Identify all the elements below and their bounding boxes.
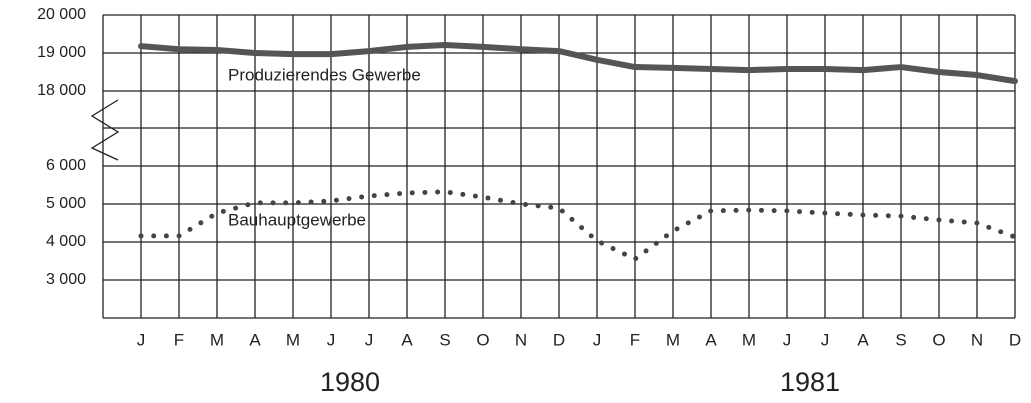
x-tick-label: J (327, 330, 336, 349)
series-label: Bauhauptgewerbe (228, 210, 366, 229)
x-tick-label: A (401, 330, 413, 349)
x-tick-label: J (593, 330, 602, 349)
series-line (138, 42, 1018, 85)
x-tick-label: J (137, 330, 146, 349)
x-tick-label: M (286, 330, 300, 349)
x-tick-label: O (932, 330, 945, 349)
x-tick-label: S (895, 330, 906, 349)
x-tick-label: D (553, 330, 565, 349)
x-tick-label: D (1009, 330, 1021, 349)
series-label: Produzierendes Gewerbe (228, 65, 421, 84)
x-tick-label: A (705, 330, 717, 349)
axis-break (90, 99, 120, 161)
y-tick-label: 5 000 (46, 195, 86, 212)
year-label: 1981 (780, 367, 840, 397)
x-tick-label: O (476, 330, 489, 349)
y-tick-label: 18 000 (37, 82, 86, 99)
y-tick-label: 6 000 (46, 157, 86, 174)
y-tick-label: 3 000 (46, 271, 86, 288)
x-tick-label: F (174, 330, 184, 349)
y-tick-label: 19 000 (37, 44, 86, 61)
x-tick-label: A (249, 330, 261, 349)
x-tick-label: M (210, 330, 224, 349)
x-tick-label: M (742, 330, 756, 349)
x-tick-label: F (630, 330, 640, 349)
series-line (138, 189, 1018, 262)
x-tick-label: N (515, 330, 527, 349)
x-tick-label: J (783, 330, 792, 349)
x-tick-label: N (971, 330, 983, 349)
x-tick-label: J (821, 330, 830, 349)
x-tick-label: J (365, 330, 374, 349)
x-tick-label: S (439, 330, 450, 349)
x-tick-label: A (857, 330, 869, 349)
y-tick-label: 20 000 (37, 6, 86, 23)
y-tick-label: 4 000 (46, 233, 86, 250)
x-tick-label: M (666, 330, 680, 349)
year-label: 1980 (320, 367, 380, 397)
